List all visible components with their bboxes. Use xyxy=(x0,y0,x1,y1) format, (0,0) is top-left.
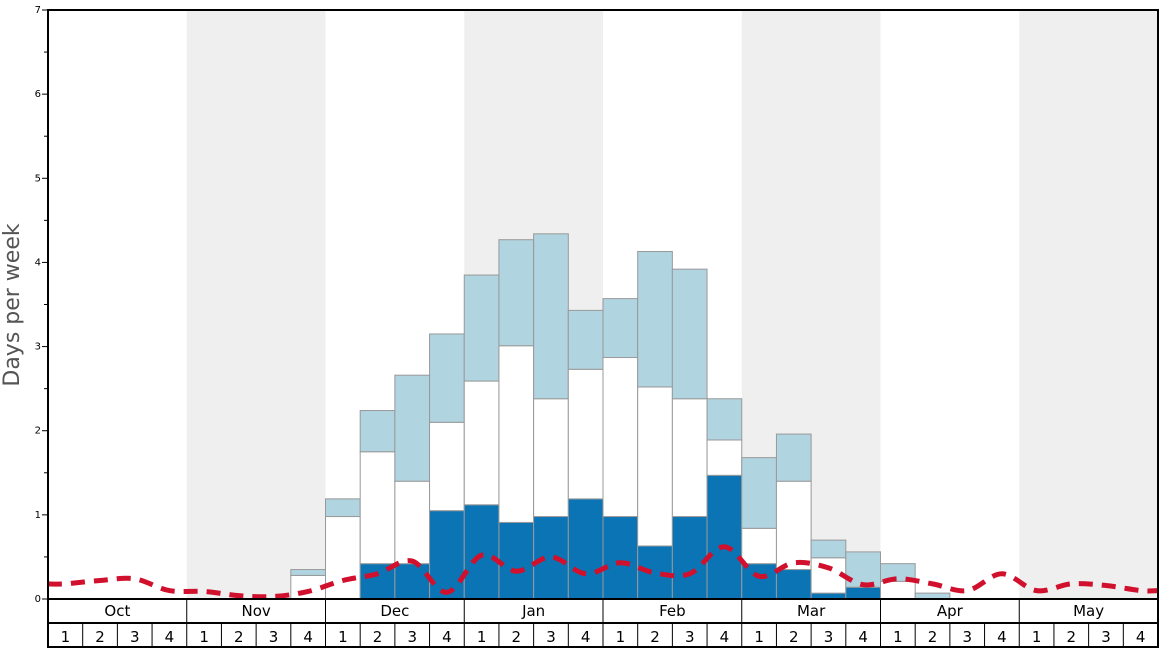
bar-segment xyxy=(602,516,639,600)
y-axis: 0 1 2 3 4 5 6 7 xyxy=(35,5,48,605)
month-label: Feb xyxy=(659,602,686,620)
bar-segment xyxy=(775,569,812,600)
bar-segment xyxy=(429,421,465,512)
bar-segment xyxy=(845,586,881,600)
bar-segment xyxy=(429,333,465,423)
week-label: 3 xyxy=(824,628,834,646)
week-label: 2 xyxy=(1067,628,1077,646)
month-label: May xyxy=(1073,602,1104,620)
bar-segment xyxy=(671,268,708,400)
bar-segment xyxy=(775,433,812,482)
week-label: 3 xyxy=(1101,628,1111,646)
bar-segment xyxy=(637,386,673,547)
week-label: 1 xyxy=(477,628,487,646)
y-axis-label: Days per week xyxy=(0,223,25,386)
x-axis: Oct 1 2 3 4 Nov 1 2 3 4 Dec 1 2 3 4 Jan 1 2 3 4 Feb 1 2 3 4 Mar 1 2… xyxy=(47,599,1159,648)
bar-segment xyxy=(741,563,777,600)
month-label: Mar xyxy=(797,602,826,620)
week-label: 4 xyxy=(303,628,313,646)
bar-segment xyxy=(463,274,500,382)
week-label: 2 xyxy=(234,628,244,646)
bar-segment xyxy=(359,410,396,453)
bar-segment xyxy=(463,504,500,600)
bar-segment xyxy=(290,569,326,576)
week-label: 2 xyxy=(95,628,105,646)
week-label: 3 xyxy=(269,628,279,646)
month-shade xyxy=(186,10,326,599)
bar-segment xyxy=(325,498,361,518)
bar-segment xyxy=(880,580,916,600)
week-label: 1 xyxy=(1032,628,1042,646)
week-label: 3 xyxy=(407,628,417,646)
y-tick-label: 7 xyxy=(35,5,41,16)
week-label: 1 xyxy=(61,628,71,646)
bar-segment xyxy=(429,510,465,600)
bar-segment xyxy=(463,380,500,506)
week-label: 1 xyxy=(754,628,764,646)
bar-segment xyxy=(533,233,569,400)
bar-segment xyxy=(810,539,847,559)
week-label: 3 xyxy=(130,628,140,646)
bar-segment xyxy=(533,398,569,518)
bar-segment xyxy=(394,374,431,482)
y-tick-label: 4 xyxy=(35,257,41,268)
week-label: 4 xyxy=(1136,628,1146,646)
y-tick-label: 3 xyxy=(35,342,41,353)
bar-segment xyxy=(602,298,639,359)
week-label: 2 xyxy=(789,628,799,646)
bar-segment xyxy=(775,480,812,571)
y-tick-label: 6 xyxy=(35,89,41,100)
month-label: Oct xyxy=(104,602,130,620)
week-label: 1 xyxy=(616,628,626,646)
average-line-path xyxy=(47,544,1159,600)
bar-segment xyxy=(394,563,431,600)
week-label: 1 xyxy=(893,628,903,646)
week-label: 2 xyxy=(512,628,522,646)
week-label: 3 xyxy=(962,628,972,646)
week-label: 3 xyxy=(546,628,556,646)
week-label: 4 xyxy=(442,628,452,646)
week-label: 1 xyxy=(199,628,209,646)
bar-segment xyxy=(741,457,777,529)
y-tick-label: 1 xyxy=(35,510,41,521)
week-label: 4 xyxy=(997,628,1007,646)
bar-segment xyxy=(706,439,743,476)
bar-segment xyxy=(394,480,431,565)
y-tick-label: 2 xyxy=(35,426,41,437)
bar-segment xyxy=(498,521,535,600)
bar-segment xyxy=(359,451,396,565)
bar-segment xyxy=(671,398,708,518)
week-label: 2 xyxy=(928,628,938,646)
y-tick-label: 5 xyxy=(35,173,41,184)
month-label: Nov xyxy=(241,602,270,620)
bar-segment xyxy=(637,250,673,388)
bar-segment xyxy=(567,368,604,500)
bar-segment xyxy=(602,357,639,518)
week-label: 4 xyxy=(165,628,175,646)
bar-segment xyxy=(741,527,777,565)
bar-segment xyxy=(567,309,604,370)
week-label: 2 xyxy=(650,628,660,646)
month-label: Jan xyxy=(521,602,545,620)
y-tick-label: 0 xyxy=(35,594,41,605)
bar-segment xyxy=(498,239,535,347)
bar-segment xyxy=(567,498,604,600)
bars xyxy=(290,233,951,600)
month-label: Dec xyxy=(380,602,409,620)
week-label: 4 xyxy=(720,628,730,646)
month-shade xyxy=(1019,10,1158,599)
bar-segment xyxy=(706,474,743,600)
week-label: 4 xyxy=(581,628,591,646)
average-line xyxy=(47,544,1159,600)
week-label: 2 xyxy=(373,628,383,646)
week-label: 4 xyxy=(858,628,868,646)
week-label: 1 xyxy=(338,628,348,646)
bar-segment xyxy=(671,516,708,600)
month-label: Apr xyxy=(937,602,964,620)
bar-segment xyxy=(706,398,743,441)
bar-segment xyxy=(533,516,569,600)
week-label: 3 xyxy=(685,628,695,646)
bar-segment xyxy=(498,345,535,523)
